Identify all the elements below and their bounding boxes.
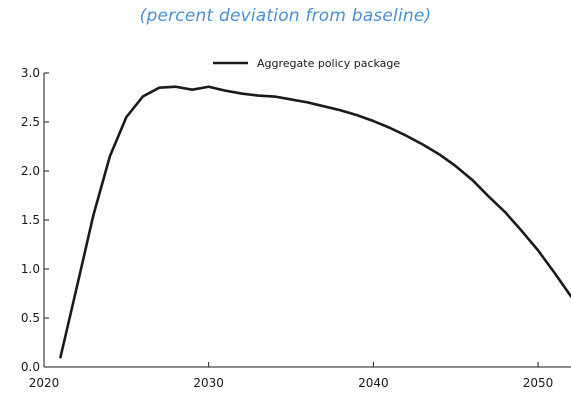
series-group [59,85,571,359]
x-tick-label: 2030 [193,376,224,390]
ticks: 0.0 0.5 1.0 1.5 2.0 2.5 3.0 2020 2030 2040 2050 [21,66,553,390]
legend: Aggregate policy package [213,57,400,70]
y-tick-label: 3.0 [21,66,40,80]
y-tick-label: 2.5 [21,115,40,129]
x-tick-label: 2050 [523,376,554,390]
axes [43,73,571,368]
y-tick-label: 1.5 [21,213,40,227]
legend-label: Aggregate policy package [257,57,400,70]
y-tick-label: 0.0 [21,360,40,374]
series-line [59,85,571,359]
chart-subtitle: (percent deviation from baseline) [139,6,432,26]
x-tick-label: 2040 [358,376,389,390]
y-tick-label: 1.0 [21,262,40,276]
x-tick-label: 2020 [29,376,60,390]
y-tick-label: 0.5 [21,311,40,325]
y-tick-label: 2.0 [21,164,40,178]
